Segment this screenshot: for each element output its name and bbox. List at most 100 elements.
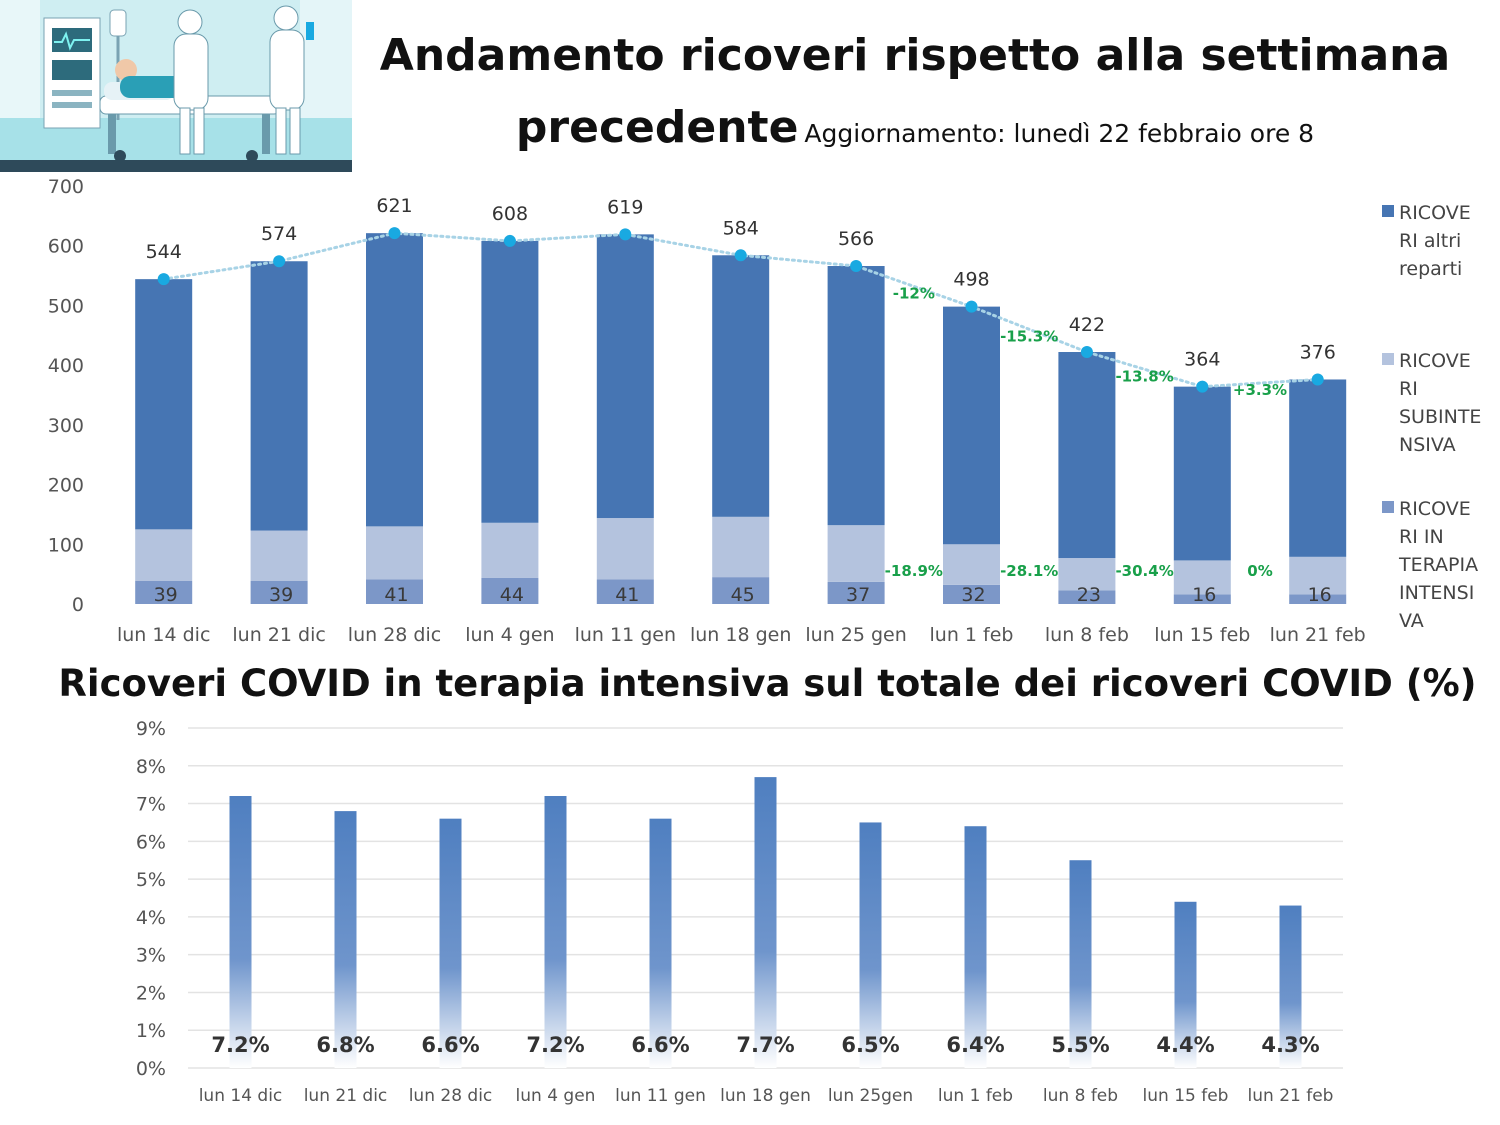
percentage-value-label: 6.8% bbox=[316, 1033, 374, 1057]
percentage-bar bbox=[649, 818, 672, 1068]
legend-label: reparti bbox=[1399, 258, 1462, 280]
total-value-label: 619 bbox=[607, 196, 643, 218]
x-tick-label: lun 25 gen bbox=[805, 624, 906, 646]
total-change-label: -15.3% bbox=[1000, 327, 1058, 345]
legend-label: TERAPIA bbox=[1398, 554, 1478, 576]
x-tick-label: lun 14 dic bbox=[199, 1086, 283, 1106]
percentage-bar bbox=[439, 818, 462, 1068]
legend-swatch bbox=[1382, 353, 1394, 365]
page-title: Andamento ricoveri rispetto alla settima… bbox=[379, 30, 1451, 81]
total-trend-point bbox=[1196, 380, 1209, 393]
intensive-change-label: -30.4% bbox=[1115, 562, 1173, 580]
bar-segment-altri-reparti bbox=[1289, 379, 1347, 557]
total-trend-point bbox=[388, 227, 401, 240]
y-tick-label: 9% bbox=[136, 718, 166, 740]
total-value-label: 544 bbox=[146, 241, 182, 263]
y-tick-label: 500 bbox=[48, 295, 84, 317]
intensive-change-label: -18.9% bbox=[885, 562, 943, 580]
x-tick-label: lun 18 gen bbox=[690, 624, 791, 646]
percentage-bar bbox=[544, 796, 567, 1068]
y-tick-label: 300 bbox=[48, 415, 84, 437]
percentage-value-label: 7.2% bbox=[526, 1033, 584, 1057]
y-tick-label: 200 bbox=[48, 475, 84, 497]
intensive-change-label: 0% bbox=[1247, 562, 1272, 580]
bar-segment-subintensiva bbox=[250, 530, 308, 581]
legend-label: INTENSI bbox=[1399, 582, 1474, 604]
legend-swatch bbox=[1382, 501, 1394, 513]
bar-segment-subintensiva bbox=[596, 518, 654, 580]
bar-segment-subintensiva bbox=[481, 522, 539, 578]
bar-segment-altri-reparti bbox=[135, 279, 193, 530]
total-value-label: 376 bbox=[1300, 341, 1336, 363]
legend-swatch bbox=[1382, 205, 1394, 217]
y-tick-label: 2% bbox=[136, 982, 166, 1004]
intensive-value-label: 45 bbox=[731, 584, 755, 606]
percentage-value-label: 6.6% bbox=[421, 1033, 479, 1057]
percentage-value-label: 4.3% bbox=[1261, 1033, 1319, 1057]
bar-segment-altri-reparti bbox=[712, 255, 770, 517]
total-value-label: 422 bbox=[1069, 314, 1105, 336]
bar-segment-terapia-intensiva bbox=[135, 580, 193, 604]
bar-segment-altri-reparti bbox=[366, 233, 423, 527]
x-tick-label: lun 1 feb bbox=[938, 1086, 1013, 1106]
intensive-value-label: 37 bbox=[846, 584, 870, 606]
intensive-value-label: 16 bbox=[1192, 584, 1216, 606]
intensive-value-label: 23 bbox=[1077, 584, 1101, 606]
bar-segment-subintensiva bbox=[1173, 560, 1231, 595]
bar-segment-subintensiva bbox=[712, 516, 770, 578]
total-change-label: -12% bbox=[893, 284, 935, 302]
x-tick-label: lun 14 dic bbox=[117, 624, 210, 646]
total-trend-point bbox=[503, 234, 516, 247]
intensive-value-label: 39 bbox=[154, 584, 178, 606]
y-tick-label: 8% bbox=[136, 756, 166, 778]
y-tick-label: 700 bbox=[48, 176, 84, 198]
intensive-value-label: 39 bbox=[269, 584, 293, 606]
percentage-value-label: 4.4% bbox=[1156, 1033, 1214, 1057]
x-tick-label: lun 21 feb bbox=[1270, 624, 1366, 646]
percentage-bar bbox=[334, 811, 357, 1068]
bar-segment-terapia-intensiva bbox=[596, 579, 654, 604]
total-value-label: 498 bbox=[953, 269, 989, 291]
intensive-value-label: 32 bbox=[961, 584, 985, 606]
x-tick-label: lun 4 gen bbox=[465, 624, 554, 646]
total-trend-point bbox=[619, 228, 632, 241]
x-tick-label: lun 28 dic bbox=[348, 624, 441, 646]
percentage-value-label: 6.4% bbox=[946, 1033, 1004, 1057]
bar-segment-terapia-intensiva bbox=[943, 584, 1000, 604]
percentage-value-label: 6.5% bbox=[841, 1033, 899, 1057]
x-tick-label: lun 21 dic bbox=[232, 624, 325, 646]
x-tick-label: lun 11 gen bbox=[615, 1086, 706, 1106]
percentage-bar bbox=[754, 777, 777, 1068]
x-tick-label: lun 28 dic bbox=[409, 1086, 493, 1106]
legend-label: RI bbox=[1399, 378, 1418, 400]
bar-segment-terapia-intensiva bbox=[1058, 590, 1116, 604]
total-change-label: -13.8% bbox=[1115, 367, 1173, 385]
legend-label: VA bbox=[1399, 610, 1424, 632]
total-value-label: 608 bbox=[492, 203, 528, 225]
bar-segment-altri-reparti bbox=[827, 266, 885, 526]
bar-segment-altri-reparti bbox=[250, 261, 308, 531]
admissions-stacked-bar-chart: 0 100 200 300 400 500 600 700 lun 14 dic 39 lun 21… bbox=[48, 176, 1482, 646]
total-value-label: 621 bbox=[376, 195, 412, 217]
legend-label: RICOVE bbox=[1399, 498, 1471, 520]
bar-segment-terapia-intensiva bbox=[250, 580, 308, 604]
page-title-line2: precedente bbox=[515, 102, 799, 153]
intensive-value-label: 16 bbox=[1308, 584, 1332, 606]
total-trend-point bbox=[157, 273, 170, 286]
y-tick-label: 400 bbox=[48, 355, 84, 377]
bar-segment-terapia-intensiva bbox=[366, 579, 423, 604]
bar-segment-altri-reparti bbox=[1173, 386, 1231, 561]
percentage-bar bbox=[229, 796, 252, 1068]
total-value-label: 584 bbox=[723, 217, 759, 239]
bar-segment-terapia-intensiva bbox=[1289, 594, 1347, 604]
percentage-bar bbox=[1069, 860, 1092, 1068]
intensive-value-label: 44 bbox=[500, 584, 524, 606]
total-trend-point bbox=[273, 255, 286, 268]
bar-segment-subintensiva bbox=[827, 525, 885, 582]
percentage-value-label: 7.2% bbox=[211, 1033, 269, 1057]
percentage-bar bbox=[1174, 901, 1197, 1068]
x-tick-label: lun 11 gen bbox=[575, 624, 676, 646]
intensive-value-label: 41 bbox=[384, 584, 408, 606]
legend-label: RICOVE bbox=[1399, 202, 1471, 224]
x-tick-label: lun 25gen bbox=[828, 1086, 913, 1106]
